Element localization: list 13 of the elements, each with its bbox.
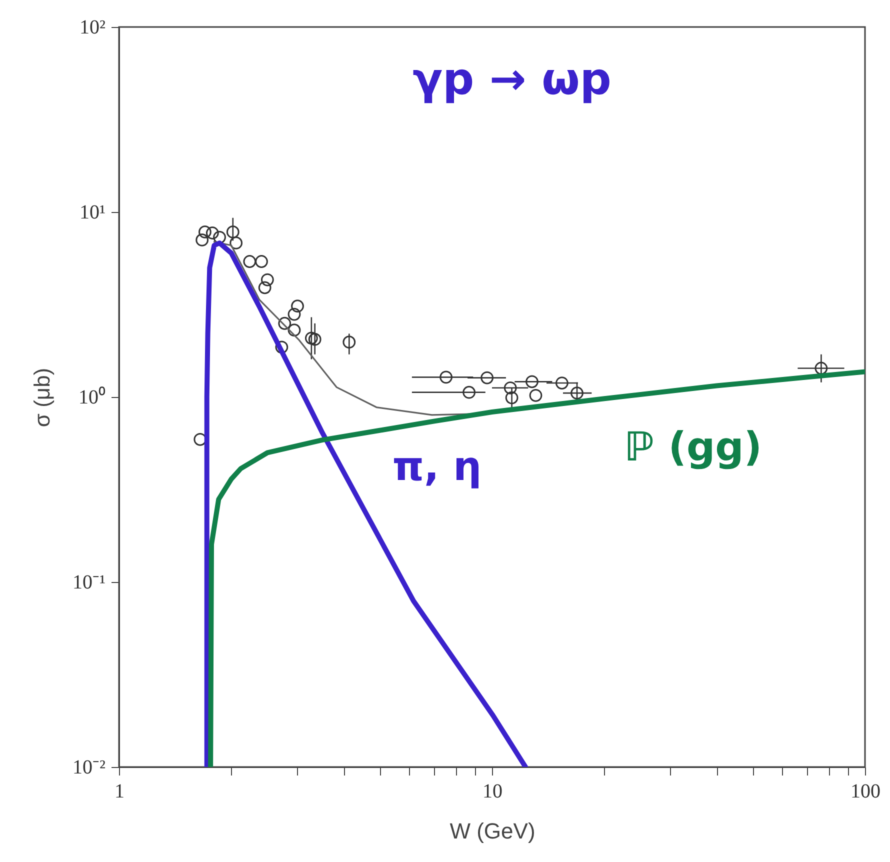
x-tick-label: 10	[482, 780, 502, 802]
y-tick-label: 10⁻²	[72, 756, 106, 778]
series-label: ℙ (gg)	[624, 424, 762, 471]
y-tick-label: 10²	[80, 16, 106, 38]
x-tick-label: 100	[850, 780, 880, 802]
y-tick-label: 10¹	[80, 202, 106, 224]
series-label: π, η	[392, 444, 482, 490]
x-axis-title: W (GeV)	[450, 818, 536, 844]
x-tick-label: 1	[114, 780, 124, 802]
y-tick-label: 10⁻¹	[72, 572, 106, 594]
text: γp → ωp	[412, 54, 612, 105]
y-tick-label: 10⁰	[78, 386, 106, 408]
y-axis-title: σ (μb)	[30, 368, 55, 428]
